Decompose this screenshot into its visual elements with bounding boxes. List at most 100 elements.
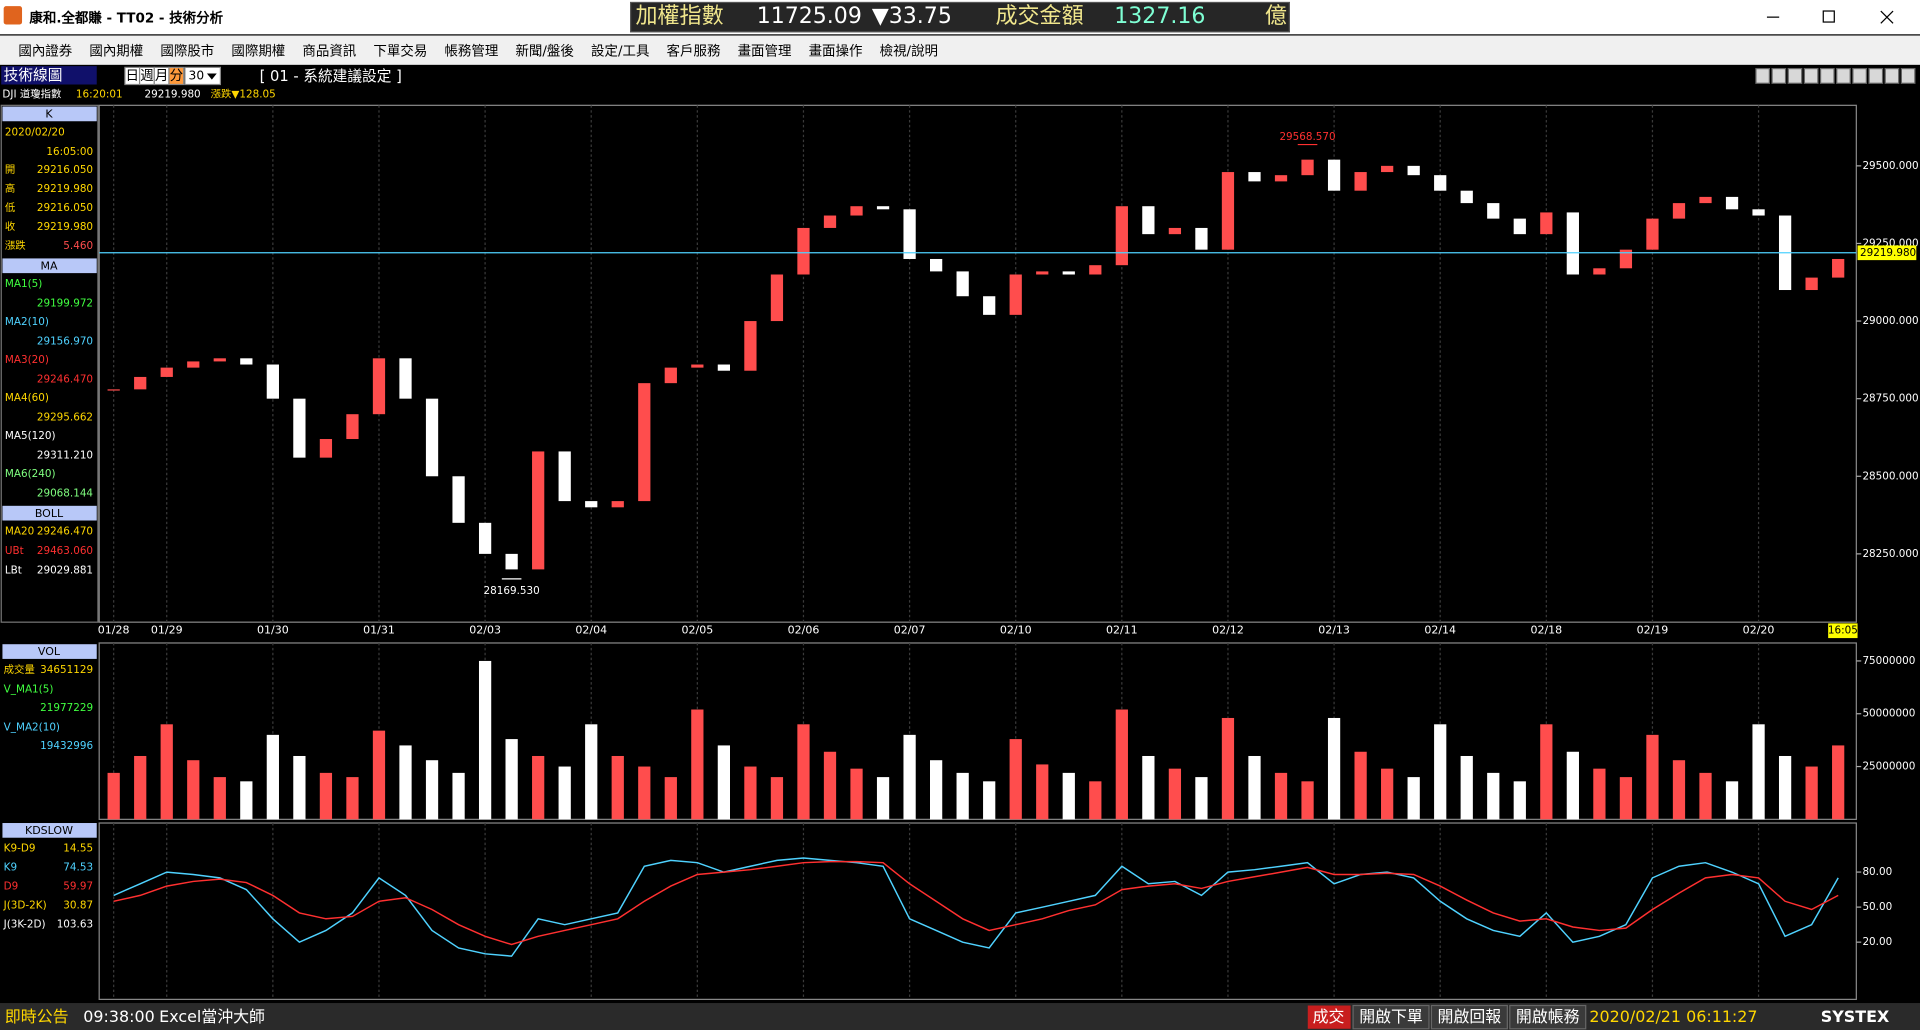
status-button[interactable] [1352,1004,1430,1030]
tool-icon[interactable] [1852,67,1867,84]
volume-bar [1752,724,1765,820]
candle [399,358,412,399]
period-label[interactable]: 日 [126,68,139,84]
volume-bar [823,751,837,820]
interval-value[interactable]: 30 [189,68,205,82]
volume-bar [319,772,333,820]
candle [372,358,386,415]
candle [903,209,916,259]
candle [1142,206,1155,235]
status-button[interactable] [1509,1004,1587,1030]
ma-value: 29156.970 [37,336,93,348]
volume-bar [1354,751,1367,820]
candle [1115,206,1128,266]
menu-item[interactable]: 國內期權 [89,43,143,59]
kd-legend-value: 30.87 [63,900,93,912]
period-label[interactable]: 週 [140,68,153,84]
tool-icon[interactable] [1755,67,1770,84]
menu-item[interactable]: 帳務管理 [444,43,498,59]
menu-item[interactable]: 國內證券 [18,42,72,59]
tool-icon[interactable] [1836,67,1851,84]
candle [266,364,279,399]
interval-select[interactable] [184,66,222,86]
status-button-label[interactable]: 開啟下單 [1359,1007,1423,1026]
ma-value: 29311.210 [37,450,93,462]
candle [319,439,333,458]
volume-bar [134,755,147,820]
ma-label: MA4(60) [5,392,49,404]
info-change: 漲跌▼128.05 [211,87,276,100]
notice-label: 即時公告 [5,1007,69,1026]
info-time: 16:20:01 [76,88,123,100]
k-label: 低 [5,201,16,214]
menu-item[interactable]: 新聞/盤後 [515,43,574,59]
status-button-label[interactable]: 開啟回報 [1438,1007,1502,1026]
candle [1619,249,1633,269]
volume-bar [213,777,226,820]
kd-legend-value: 103.63 [57,919,93,931]
menu-item[interactable]: 畫面管理 [738,43,792,59]
side-panel [0,104,99,623]
volume-bar [585,724,598,820]
volume-bar [691,709,704,820]
candle [717,364,730,371]
status-button[interactable] [1430,1004,1508,1030]
close-button[interactable] [1880,10,1894,24]
tool-icon[interactable] [1884,67,1900,84]
menu-item[interactable]: 國際期權 [231,43,285,59]
candle [956,271,969,297]
volume-bar [744,766,757,820]
tool-icon[interactable] [1771,67,1787,84]
candle [1434,175,1447,191]
x-tick-label: 01/29 [151,624,183,637]
pane-frame [98,642,1857,820]
tool-icon[interactable] [1803,67,1819,84]
panel-header [2,505,97,521]
menu-item[interactable]: 國際股市 [160,42,214,59]
toolbar-label: 技術線圖 [4,67,63,84]
high-label: 29568.570 [1279,131,1335,143]
tool-icon[interactable] [1900,67,1916,84]
restore-button[interactable] [1822,10,1835,23]
candle [638,383,651,502]
last-price-box [1857,245,1917,261]
candle [160,367,173,377]
menu-item[interactable]: 客戶服務 [667,42,721,59]
k-value: 29219.980 [37,221,93,233]
volume-bar [876,777,890,820]
select-arrow[interactable] [206,73,217,80]
menu-item[interactable]: 畫面操作 [809,43,863,59]
window-controls[interactable] [1766,10,1894,24]
k-value: 29216.050 [37,202,93,214]
volume-bar [1699,772,1712,820]
candle [452,476,465,523]
candle [1274,175,1288,182]
period-label[interactable]: 分 [170,68,183,84]
tool-icon[interactable] [1868,67,1884,84]
ticker-box [630,1,1290,33]
candle [1725,196,1739,210]
period-button[interactable] [168,66,185,86]
tool-icon[interactable] [1787,67,1803,84]
tool-icon[interactable] [1819,67,1835,84]
volume-bar [1221,717,1235,820]
menu-item[interactable]: 下單交易 [373,42,427,59]
candle [240,358,253,365]
volume-bar [1646,734,1659,820]
volume-bar [1115,709,1128,820]
volume-bar [1805,766,1818,820]
setting-label: [ 01 - 系統建議設定 ] [260,67,402,85]
trade-label[interactable]: 成交 [1313,1007,1345,1026]
period-label[interactable]: 月 [155,68,168,84]
menu-item[interactable]: 商品資訊 [302,43,356,59]
trade-button[interactable] [1307,1005,1351,1029]
panel-header-text: VOL [38,645,61,658]
window-title: 康和.全都賺 - TT02 - 技術分析 [29,9,223,26]
k-label: 開 [5,164,15,176]
vol-legend-value: 19432996 [40,740,93,752]
menu-item[interactable]: 設定/工具 [591,43,649,59]
menu-item[interactable]: 檢視/說明 [880,42,938,59]
notice-time: 09:38:00 [83,1007,154,1026]
status-button-label[interactable]: 開啟帳務 [1516,1007,1580,1026]
